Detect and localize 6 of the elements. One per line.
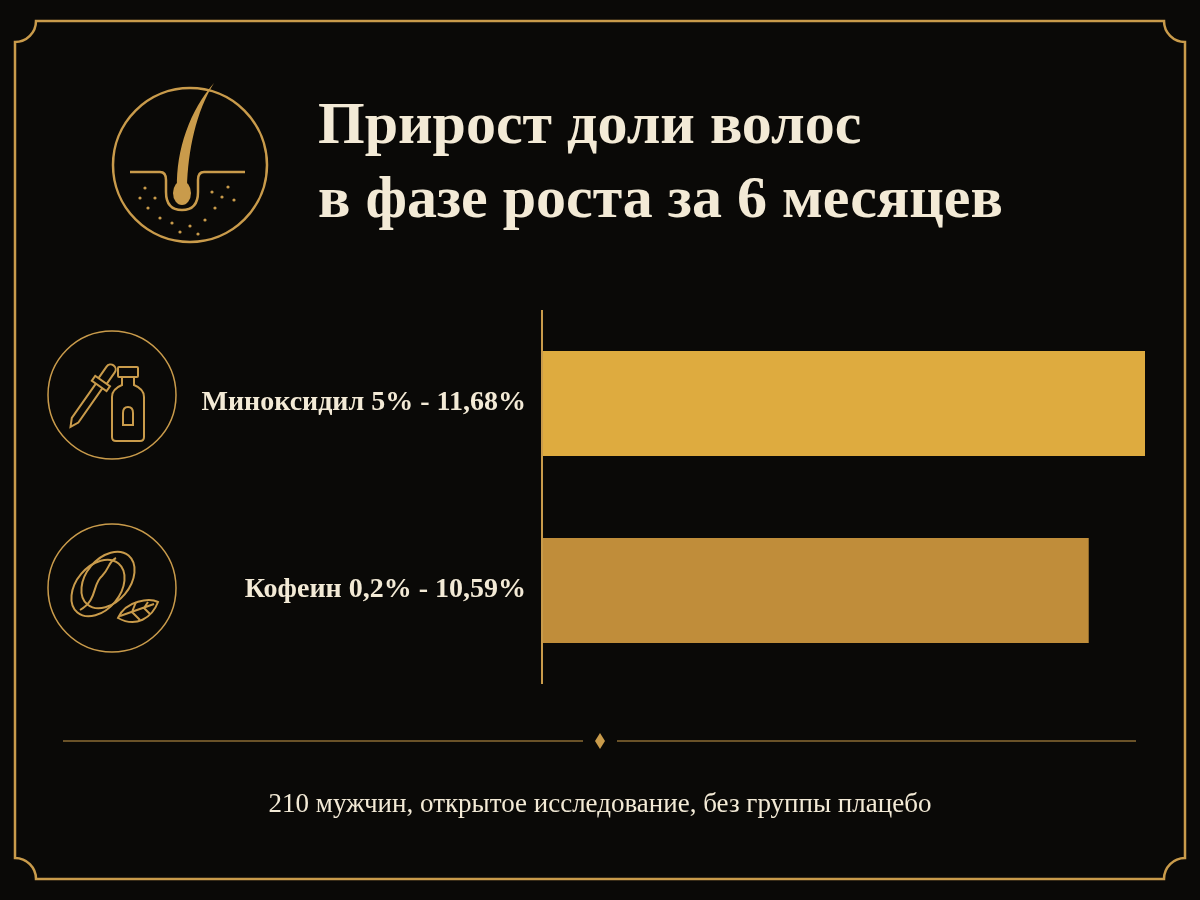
- y-tick-label: Миноксидил 5% -: [201, 385, 430, 416]
- y-tick-label: Кофеин 0,2% -: [244, 572, 428, 603]
- chart-title: Прирост доли волос в фазе роста за 6 месяцев: [318, 89, 1003, 232]
- data-label: 11,68%: [436, 385, 526, 416]
- text: 210 мужчин, открытое исследование, без группы плацебо: [268, 787, 932, 820]
- data-label: 10,59%: [435, 572, 526, 603]
